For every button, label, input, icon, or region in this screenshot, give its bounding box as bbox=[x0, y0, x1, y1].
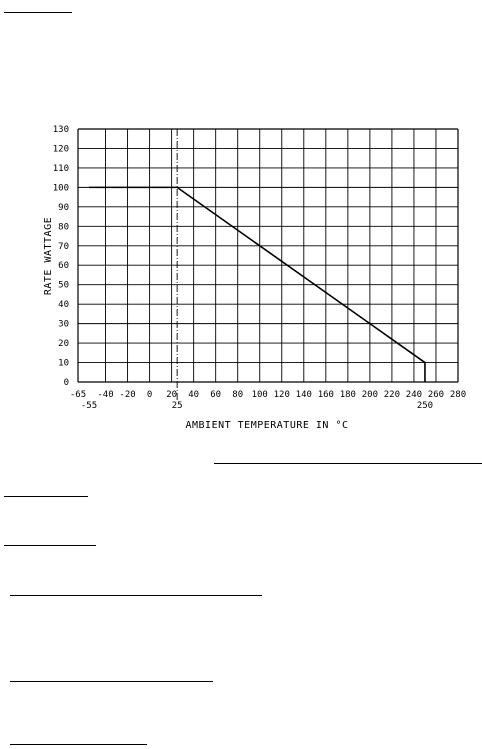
x-tick-label: 60 bbox=[210, 390, 221, 400]
x-tick-label: 0 bbox=[147, 390, 152, 400]
x-tick-label: -40 bbox=[97, 390, 113, 400]
caption-underline bbox=[214, 463, 482, 464]
y-tick-label: 110 bbox=[53, 164, 69, 174]
y-tick-label: 20 bbox=[58, 339, 69, 349]
x-tick-label: 120 bbox=[274, 390, 290, 400]
x-tick-label: 160 bbox=[318, 390, 334, 400]
x-tick-label: 40 bbox=[188, 390, 199, 400]
series-group bbox=[89, 186, 426, 382]
y-tick-label: 100 bbox=[53, 183, 69, 193]
y-tick-label: 0 bbox=[64, 378, 69, 388]
x-tick-label: 80 bbox=[232, 390, 243, 400]
y-tick-label: 60 bbox=[58, 261, 69, 271]
y-tick-label: 40 bbox=[58, 300, 69, 310]
y-tick-label: 90 bbox=[58, 203, 69, 213]
y-axis-title: RATE WATTAGE bbox=[43, 217, 54, 295]
heading-underline-5 bbox=[10, 744, 147, 745]
heading-underline-4 bbox=[10, 681, 213, 682]
x-axis-title: AMBIENT TEMPERATURE IN °C bbox=[185, 420, 348, 431]
x-tick-labels: -65 -40 -20 0 20 40 60 80 100 120 140 160 180 200 220 2… bbox=[70, 390, 466, 400]
y-tick-label: 50 bbox=[58, 281, 69, 291]
heading-underline-3 bbox=[10, 595, 262, 596]
chart-grid bbox=[77, 128, 459, 383]
x-tick-label: -20 bbox=[119, 390, 135, 400]
x-tick-label: 100 bbox=[252, 390, 268, 400]
x-tick-label: 180 bbox=[340, 390, 356, 400]
x-marker-labels: -55 25 250 bbox=[81, 401, 433, 411]
derating-chart: -65 -40 -20 0 20 40 60 80 100 120 140 160 180 200 220 2… bbox=[43, 125, 466, 431]
x-tick-label: 140 bbox=[296, 390, 312, 400]
x-tick-label: 280 bbox=[450, 390, 466, 400]
y-tick-label: 10 bbox=[58, 359, 69, 369]
y-tick-labels: 0 10 20 30 40 50 60 70 80 90 100 110 120 130 bbox=[53, 125, 69, 388]
y-tick-label: 70 bbox=[58, 242, 69, 252]
x-marker-label: 250 bbox=[417, 401, 433, 411]
x-tick-label: -65 bbox=[70, 390, 86, 400]
x-marker-label: 25 bbox=[172, 401, 183, 411]
x-tick-label: 260 bbox=[428, 390, 444, 400]
heading-underline-2 bbox=[4, 545, 96, 546]
y-tick-label: 80 bbox=[58, 222, 69, 232]
x-tick-label: 200 bbox=[362, 390, 378, 400]
x-tick-label: 240 bbox=[406, 390, 422, 400]
y-tick-label: 30 bbox=[58, 320, 69, 330]
x-tick-label: 20 bbox=[166, 390, 177, 400]
x-marker-label: -55 bbox=[81, 401, 97, 411]
header-underline bbox=[4, 12, 72, 13]
series-line bbox=[89, 186, 426, 382]
y-tick-label: 130 bbox=[53, 125, 69, 135]
heading-underline-1 bbox=[4, 496, 88, 497]
x-tick-label: 220 bbox=[384, 390, 400, 400]
y-tick-label: 120 bbox=[53, 144, 69, 154]
